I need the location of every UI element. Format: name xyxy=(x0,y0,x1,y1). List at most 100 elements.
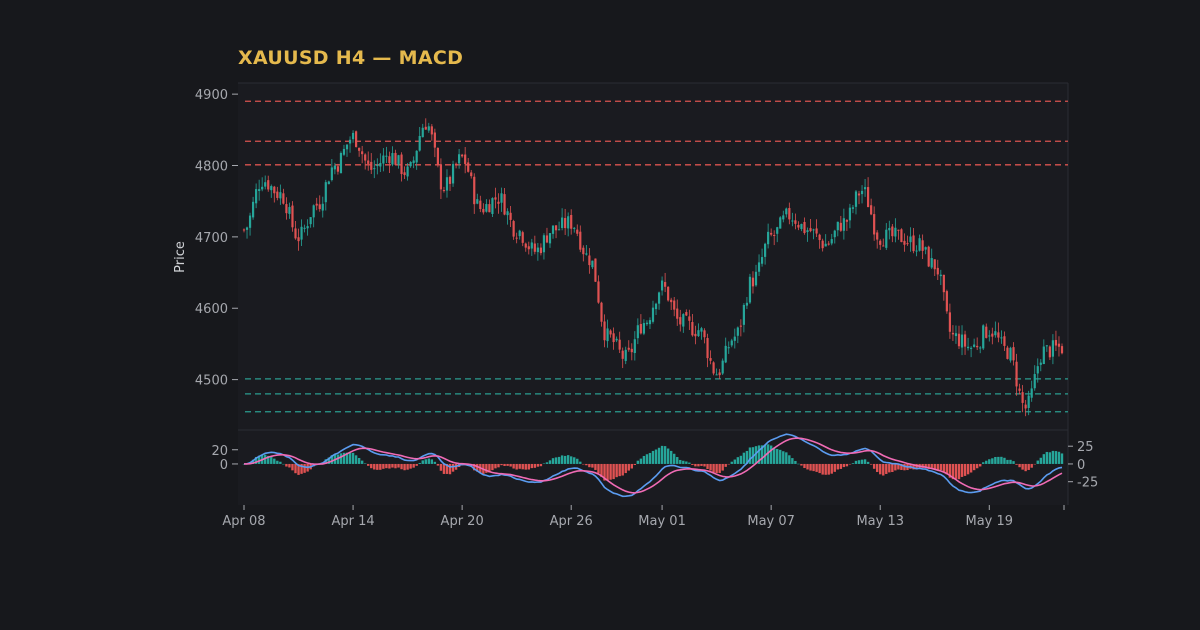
histogram-bar xyxy=(385,463,388,469)
candle-body xyxy=(264,182,267,187)
histogram-bar xyxy=(545,462,549,464)
candle-body xyxy=(300,226,303,240)
histogram-bar xyxy=(264,454,267,464)
candle-body xyxy=(800,223,803,230)
candle-body xyxy=(818,234,821,241)
histogram-bar xyxy=(563,455,567,464)
macd-tick-label: 20 xyxy=(211,444,228,459)
candle-body xyxy=(406,166,409,177)
candle-body xyxy=(821,240,824,249)
histogram-bar xyxy=(1006,459,1009,464)
histogram-bar xyxy=(857,460,861,464)
candle-body xyxy=(288,207,291,214)
histogram-bar xyxy=(597,463,600,474)
candle-body xyxy=(679,317,682,325)
histogram-bar xyxy=(339,453,343,464)
candle-body xyxy=(957,333,961,347)
candle-body xyxy=(1003,336,1006,346)
price-tick-label: 4500 xyxy=(195,374,228,389)
candle-body xyxy=(718,372,721,376)
candle-body xyxy=(712,362,715,374)
candle-body xyxy=(715,374,718,376)
histogram-bar xyxy=(848,463,852,465)
candle-body xyxy=(548,233,552,244)
candle-body xyxy=(588,255,591,266)
candle-body xyxy=(906,243,909,245)
histogram-bar xyxy=(415,463,418,466)
candle-body xyxy=(1036,366,1039,374)
candle-body xyxy=(255,189,258,204)
candle-body xyxy=(730,340,733,346)
histogram-bar xyxy=(776,449,779,464)
candle-body xyxy=(706,338,709,359)
histogram-bar xyxy=(769,445,773,464)
histogram-bar xyxy=(966,463,970,475)
histogram-bar xyxy=(975,463,979,469)
candle-body xyxy=(1015,361,1018,387)
histogram-bar xyxy=(863,459,867,464)
candle-body xyxy=(830,239,833,244)
histogram-bar xyxy=(954,463,958,479)
histogram-bar xyxy=(821,463,824,475)
candle-body xyxy=(776,227,779,234)
histogram-bar xyxy=(582,463,585,465)
histogram-bar xyxy=(839,463,843,469)
histogram-bar xyxy=(815,463,818,472)
histogram-bar xyxy=(782,451,785,464)
candle-body xyxy=(461,154,464,157)
candle-body xyxy=(973,344,976,347)
histogram-bar xyxy=(439,463,443,471)
candle-body xyxy=(851,207,855,209)
candle-body xyxy=(882,245,885,247)
histogram-bar xyxy=(985,460,988,464)
candle-body xyxy=(970,347,973,349)
candle-body xyxy=(421,127,424,138)
candle-body xyxy=(351,132,355,140)
histogram-bar xyxy=(706,463,709,469)
histogram-bar xyxy=(745,450,749,464)
histogram-bar xyxy=(397,463,400,468)
candle-body xyxy=(773,234,776,236)
histogram-bar xyxy=(418,462,421,464)
histogram-bar xyxy=(388,463,391,469)
histogram-bar xyxy=(491,463,494,471)
histogram-bar xyxy=(639,458,643,464)
histogram-bar xyxy=(1024,463,1027,472)
histogram-bar xyxy=(760,445,764,464)
candle-body xyxy=(1042,346,1045,365)
candle-body xyxy=(521,232,524,243)
candle-body xyxy=(606,328,609,342)
histogram-bar xyxy=(833,463,836,472)
candle-body xyxy=(415,150,418,163)
histogram-bar xyxy=(627,463,630,471)
histogram-bar xyxy=(406,463,409,470)
candle-body xyxy=(454,163,458,165)
candle-body xyxy=(427,126,430,131)
macd-right-tick-label: 0 xyxy=(1077,458,1085,473)
candle-body xyxy=(285,204,288,214)
histogram-bar xyxy=(633,463,637,466)
histogram-bar xyxy=(1057,451,1061,464)
candle-body xyxy=(564,218,567,229)
candle-body xyxy=(294,228,297,239)
candle-body xyxy=(857,193,861,196)
histogram-bar xyxy=(273,458,276,464)
histogram-bar xyxy=(367,463,370,466)
histogram-bar xyxy=(512,463,515,469)
histogram-bar xyxy=(703,463,706,467)
candle-body xyxy=(433,132,436,148)
histogram-bar xyxy=(488,463,491,473)
histogram-bar xyxy=(960,463,964,477)
candle-body xyxy=(691,322,694,336)
candle-body xyxy=(273,186,276,194)
histogram-bar xyxy=(327,457,331,464)
candle-body xyxy=(694,333,697,337)
histogram-bar xyxy=(842,463,846,468)
histogram-bar xyxy=(282,463,285,465)
histogram-bar xyxy=(651,450,655,464)
histogram-bar xyxy=(442,463,446,474)
histogram-bar xyxy=(288,463,291,468)
candle-body xyxy=(948,312,952,332)
histogram-bar xyxy=(357,457,361,464)
candle-body xyxy=(448,176,452,184)
